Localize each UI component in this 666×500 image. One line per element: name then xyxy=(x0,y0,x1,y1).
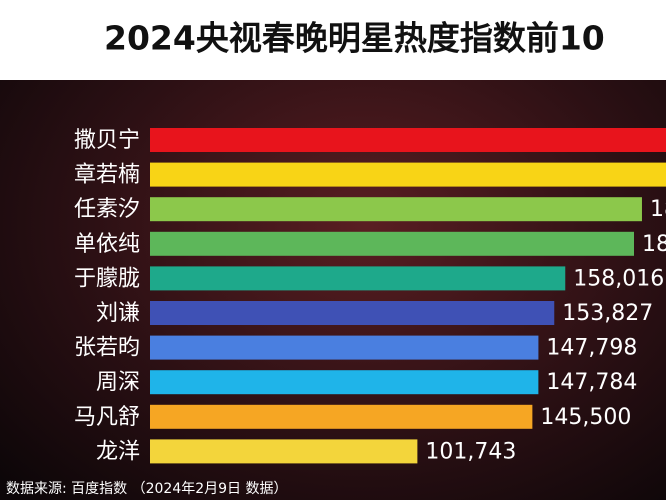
value-label: 187,200 xyxy=(650,197,666,222)
value-label: 101,743 xyxy=(425,439,516,464)
category-label: 章若楠 xyxy=(74,163,140,188)
category-label: 任素汐 xyxy=(74,197,140,222)
category-label: 龙洋 xyxy=(96,439,140,464)
category-label: 马凡舒 xyxy=(74,405,140,430)
value-label: 145,500 xyxy=(540,405,631,430)
value-label: 147,798 xyxy=(546,336,637,361)
category-label: 刘谦 xyxy=(96,301,140,326)
value-label: 147,784 xyxy=(546,370,637,395)
bar xyxy=(150,197,642,222)
category-label: 单依纯 xyxy=(74,232,140,257)
bar xyxy=(150,162,666,187)
bar xyxy=(150,439,418,464)
bar xyxy=(150,266,566,291)
bar xyxy=(150,370,539,395)
category-label: 张若昀 xyxy=(74,336,140,361)
source-note: 数据来源: 百度指数 （2024年2月9日 数据） xyxy=(6,481,288,497)
bar xyxy=(150,301,555,325)
category-label: 撒贝宁 xyxy=(74,128,140,153)
value-label: 158,016 xyxy=(573,266,664,291)
bar xyxy=(150,335,539,360)
bar xyxy=(150,128,666,152)
chart-title: 2024央视春晚明星热度指数前10 xyxy=(104,19,605,58)
category-label: 于朦胧 xyxy=(74,266,140,291)
value-label: 153,827 xyxy=(562,301,653,326)
title-band xyxy=(0,0,666,80)
bar xyxy=(150,404,533,429)
category-label: 周深 xyxy=(96,370,140,395)
bar xyxy=(150,231,634,256)
value-label: 184,170 xyxy=(642,232,666,257)
